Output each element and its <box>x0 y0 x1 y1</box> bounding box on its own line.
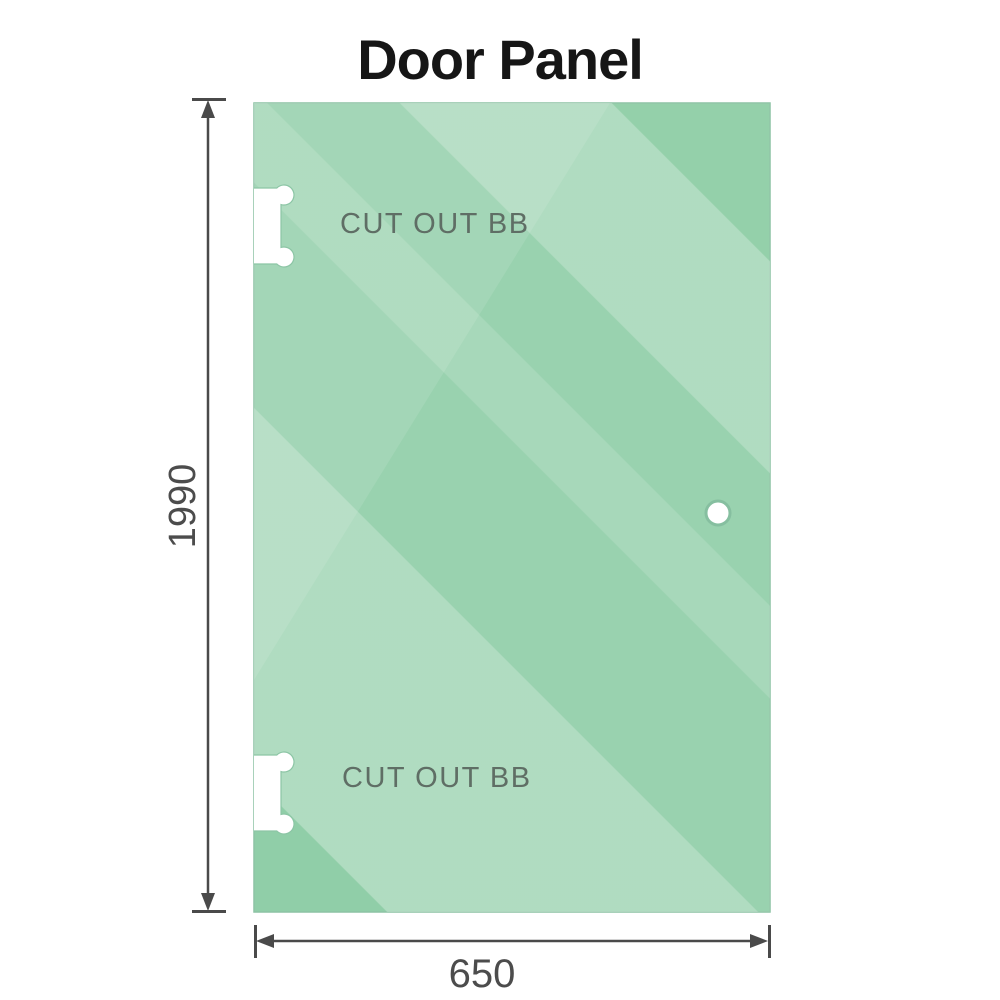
cutout-bottom <box>254 751 295 835</box>
cutout-bottom-label: CUT OUT BB <box>342 762 532 794</box>
arrow-right-icon <box>750 934 768 948</box>
door-panel-glass <box>253 102 771 913</box>
cutout-top-label: CUT OUT BB <box>340 208 530 240</box>
glass-sheen <box>254 103 770 912</box>
handle-hole <box>704 499 732 527</box>
cutout-top <box>254 184 295 268</box>
height-dimension-value: 1990 <box>162 463 204 549</box>
arrow-up-icon <box>201 100 215 118</box>
glass-reflection-wedge <box>254 103 610 680</box>
page-title: Door Panel <box>357 28 644 91</box>
arrow-down-icon <box>201 893 215 911</box>
cutout-bottom-rim <box>254 751 295 835</box>
width-dimension-value: 650 <box>448 952 516 996</box>
cutout-top-rim <box>254 184 295 268</box>
arrow-left-icon <box>256 934 274 948</box>
width-dimension <box>254 925 771 958</box>
height-dimension <box>192 98 226 913</box>
cutout-bottom-shape <box>254 752 295 834</box>
cutout-top-shape <box>254 185 295 267</box>
